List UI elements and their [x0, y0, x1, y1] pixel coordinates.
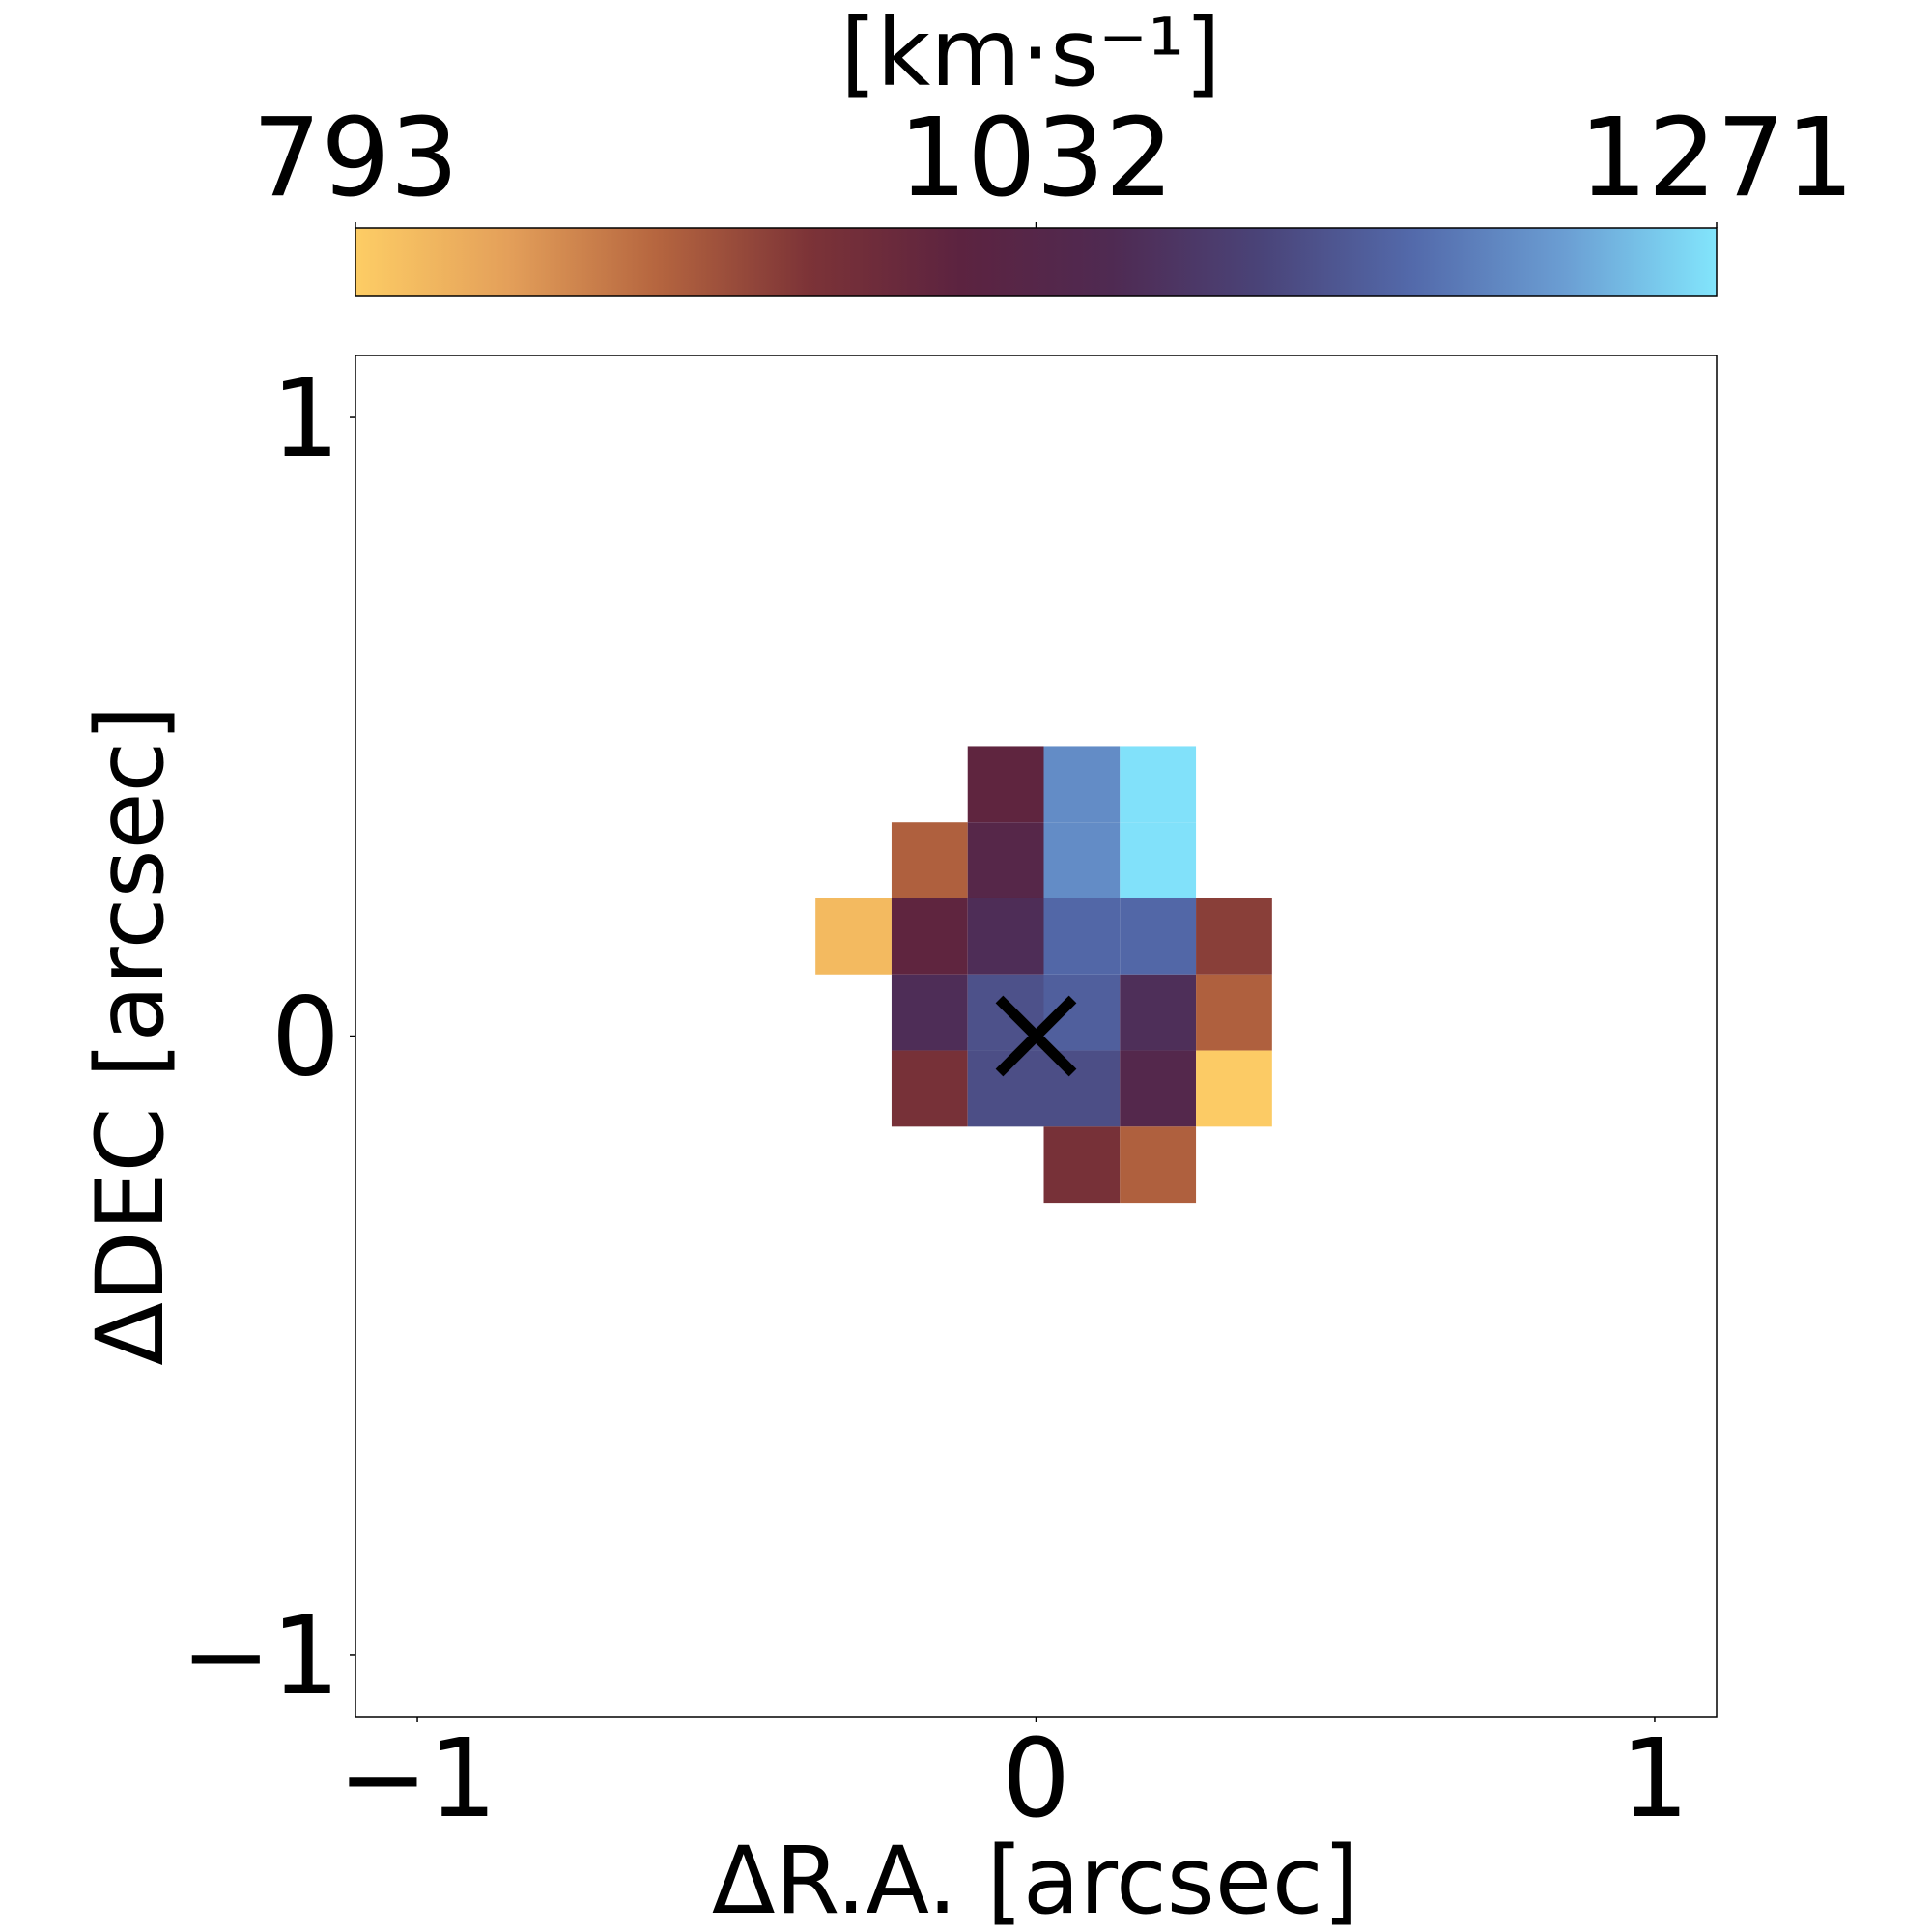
- heatmap-cell: [1120, 822, 1197, 898]
- heatmap-cell: [1120, 746, 1197, 823]
- colorbar-ticks: [355, 222, 1718, 228]
- heatmap-cell: [967, 822, 1044, 898]
- heatmap-cell: [891, 974, 968, 1051]
- colorbar-label: [km·s⁻¹]: [840, 0, 1221, 107]
- heatmap-cell: [1120, 1126, 1197, 1204]
- heatmap-cell: [1043, 822, 1121, 898]
- colorbar-tick-label: 1032: [898, 96, 1174, 221]
- x-tick-label: −1: [337, 1717, 497, 1842]
- heatmap-cell: [1120, 1050, 1197, 1127]
- colorbar: [km·s⁻¹] 793 1032 1271: [252, 0, 1855, 297]
- y-tick-label: 1: [271, 356, 340, 482]
- colorbar-tick-label: 793: [252, 96, 459, 221]
- heatmap-cell: [967, 897, 1044, 975]
- heatmap-cell: [891, 897, 968, 975]
- x-axis-label: ΔR.A. [arcsec]: [712, 1827, 1359, 1932]
- y-tick-label: 0: [271, 976, 340, 1101]
- marker-stroke: [995, 995, 1077, 1077]
- heatmap-cell: [815, 897, 892, 975]
- heatmap-cell: [891, 822, 968, 898]
- heatmap-cells: [815, 746, 1272, 1204]
- plot-area: −1 0 1 1 0 −1 ΔR.A. [arcsec] ΔDEC [arcsec]: [76, 355, 1718, 1932]
- colorbar-tick-label: 1271: [1578, 96, 1854, 221]
- heatmap-cell: [1043, 746, 1121, 823]
- heatmap-cell: [1043, 897, 1121, 975]
- y-axis-ticks: 1 0 −1: [181, 356, 355, 1719]
- colorbar-tick-labels: 793 1032 1271: [252, 96, 1854, 221]
- heatmap-cell: [1196, 1050, 1272, 1127]
- heatmap-cell: [1120, 897, 1197, 975]
- heatmap-cell: [891, 1050, 968, 1127]
- y-tick-label: −1: [181, 1594, 340, 1719]
- x-axis-ticks: −1 0 1: [337, 1717, 1690, 1842]
- x-tick-label: 0: [1002, 1717, 1070, 1842]
- heatmap-cell: [1043, 1126, 1121, 1204]
- heatmap-cell: [1196, 897, 1272, 975]
- heatmap-cell: [1196, 974, 1272, 1051]
- x-tick-label: 1: [1620, 1717, 1689, 1842]
- heatmap-cell: [967, 746, 1044, 823]
- y-axis-label: ΔDEC [arcsec]: [76, 705, 185, 1366]
- colorbar-gradient: [355, 227, 1718, 297]
- center-marker-x: [995, 995, 1077, 1077]
- heatmap-cell: [1120, 974, 1197, 1051]
